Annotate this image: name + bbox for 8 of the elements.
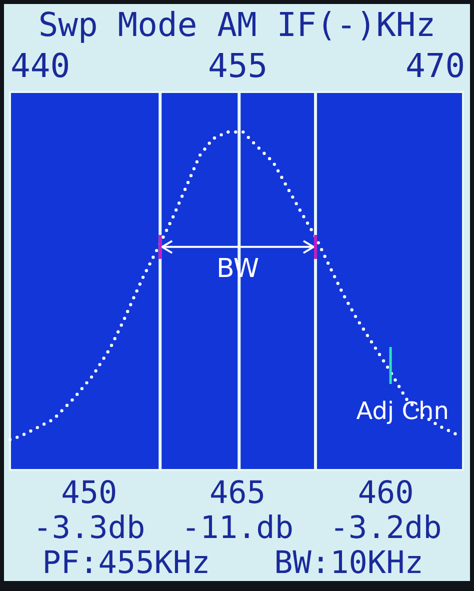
chart-title: Swp Mode AM IF(-)KHz [38,5,436,44]
x-tick-label: 470 [406,46,466,85]
annotation: Adj Chn [356,396,449,425]
x-tick-label: 440 [10,46,70,85]
x-tick-label: 455 [208,46,268,85]
text: -3.3db -11.db -3.2db [33,510,442,546]
text: 450 465 460 [61,475,414,511]
text: PF:455KHz BW:10KHz [42,545,424,581]
